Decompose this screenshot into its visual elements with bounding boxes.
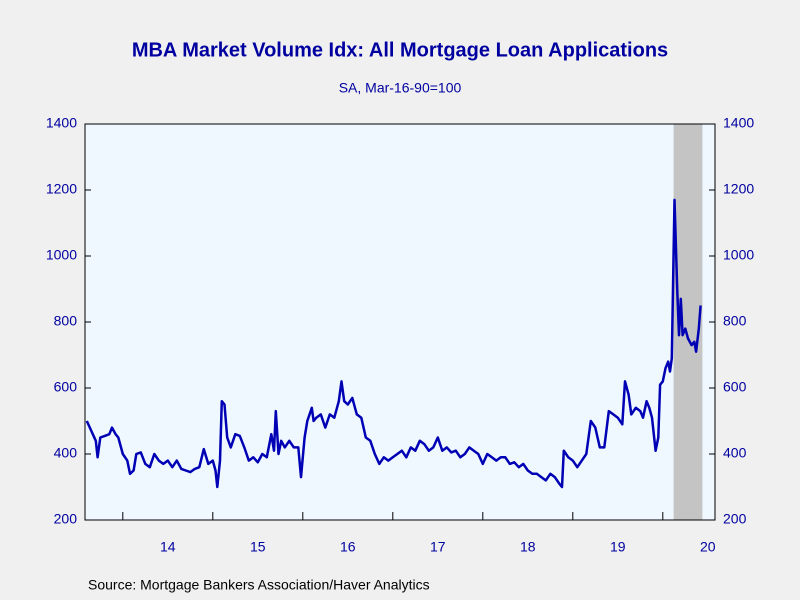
- y2-tick-label: 600: [723, 379, 747, 395]
- x-tick-label: 19: [610, 539, 626, 555]
- y-tick-label: 600: [54, 379, 78, 395]
- y2-tick-label: 200: [723, 511, 747, 527]
- y2-tick-label: 400: [723, 445, 747, 461]
- x-tick-label: 18: [520, 539, 536, 555]
- series-line: [85, 198, 702, 489]
- source: Source: Mortgage Bankers Association/Hav…: [88, 577, 430, 593]
- y2-tick-label: 1200: [723, 181, 754, 197]
- y-tick-label: 1400: [46, 115, 77, 131]
- y2-tick-label: 800: [723, 313, 747, 329]
- y-tick-label: 1200: [46, 181, 77, 197]
- y-tick-label: 200: [54, 511, 78, 527]
- y-tick-label: 400: [54, 445, 78, 461]
- y-tick-label: 1000: [46, 247, 77, 263]
- x-tick-label: 15: [250, 539, 266, 555]
- x-tick-label: 16: [340, 539, 356, 555]
- y2-tick-label: 1400: [723, 115, 754, 131]
- plot-frame: [84, 123, 716, 521]
- y-tick-label: 800: [54, 313, 78, 329]
- x-tick-label: 14: [160, 539, 176, 555]
- x-tick-label: 17: [430, 539, 446, 555]
- chart-title: MBA Market Volume Idx: All Mortgage Loan…: [132, 39, 668, 61]
- y2-tick-label: 1000: [723, 247, 754, 263]
- chart-subtitle: SA, Mar-16-90=100: [339, 80, 462, 96]
- plot-area: [85, 124, 715, 520]
- x-tick-label: 20: [700, 539, 716, 555]
